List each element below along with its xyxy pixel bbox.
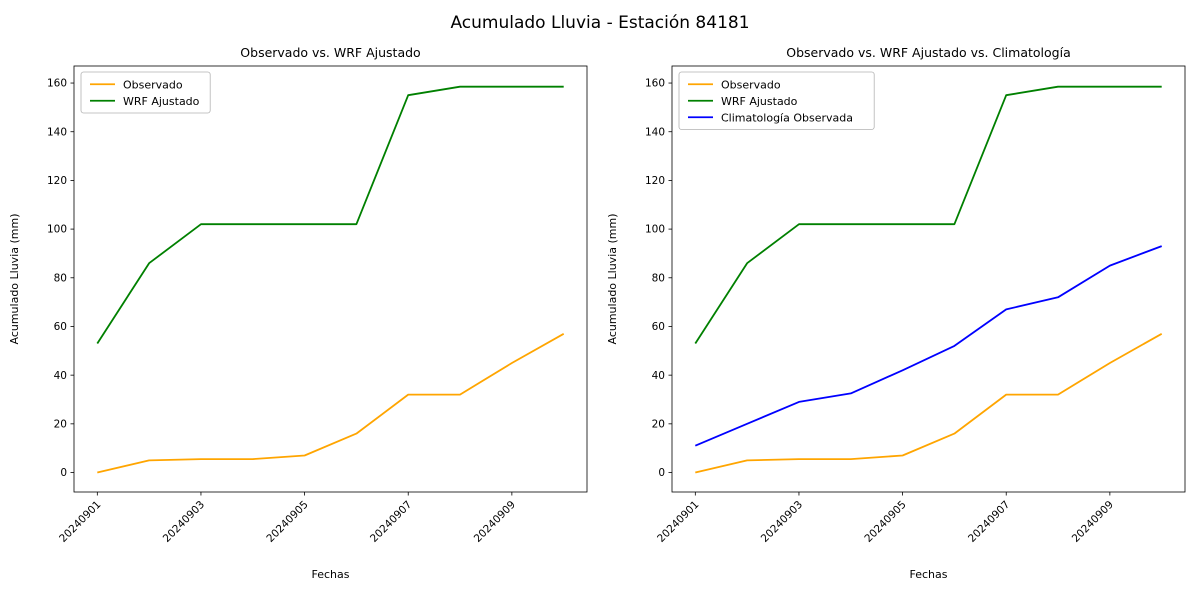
svg-text:40: 40 <box>652 370 665 382</box>
svg-text:140: 140 <box>645 126 665 138</box>
svg-text:Observado vs. WRF Ajustado: Observado vs. WRF Ajustado <box>240 45 420 60</box>
svg-text:80: 80 <box>652 272 665 284</box>
svg-text:WRF Ajustado: WRF Ajustado <box>721 95 798 108</box>
svg-text:100: 100 <box>645 224 665 236</box>
svg-text:20240903: 20240903 <box>759 499 805 545</box>
svg-text:20240901: 20240901 <box>655 499 701 545</box>
svg-text:100: 100 <box>47 224 67 236</box>
svg-text:20240901: 20240901 <box>57 499 103 545</box>
svg-text:60: 60 <box>54 321 67 333</box>
svg-text:20240903: 20240903 <box>161 499 207 545</box>
svg-text:20240907: 20240907 <box>966 499 1012 545</box>
svg-text:Acumulado Lluvia (mm): Acumulado Lluvia (mm) <box>8 213 21 344</box>
svg-text:120: 120 <box>47 175 67 187</box>
svg-text:120: 120 <box>645 175 665 187</box>
svg-text:40: 40 <box>54 370 67 382</box>
svg-text:160: 160 <box>645 78 665 90</box>
svg-text:20240905: 20240905 <box>264 499 310 545</box>
svg-text:160: 160 <box>47 78 67 90</box>
svg-text:Observado vs. WRF Ajustado vs.: Observado vs. WRF Ajustado vs. Climatolo… <box>786 45 1070 60</box>
svg-text:Observado: Observado <box>721 78 781 91</box>
svg-text:80: 80 <box>54 272 67 284</box>
svg-text:140: 140 <box>47 126 67 138</box>
svg-text:Observado: Observado <box>123 78 183 91</box>
svg-text:20240907: 20240907 <box>368 499 414 545</box>
svg-text:20240909: 20240909 <box>472 499 518 545</box>
chart-observado-vs-wrf-vs-climatologia: 0 20 40 60 80 100 120 140 160 20240901 20240903 202… <box>606 45 1186 581</box>
svg-text:20240909: 20240909 <box>1070 499 1116 545</box>
svg-text:60: 60 <box>652 321 665 333</box>
charts-row: 0 20 40 60 80 100 120 140 160 20240901 20240903 202… <box>2 40 1200 592</box>
svg-text:Fechas: Fechas <box>910 568 948 581</box>
svg-text:Climatología Observada: Climatología Observada <box>721 111 853 124</box>
svg-text:20: 20 <box>652 418 665 430</box>
svg-text:Fechas: Fechas <box>312 568 350 581</box>
figure-title: Acumulado Lluvia - Estación 84181 <box>450 13 750 33</box>
svg-text:Acumulado Lluvia (mm): Acumulado Lluvia (mm) <box>606 213 619 344</box>
svg-text:20: 20 <box>54 418 67 430</box>
svg-text:0: 0 <box>658 467 665 479</box>
svg-text:0: 0 <box>60 467 67 479</box>
chart-observado-vs-wrf: 0 20 40 60 80 100 120 140 160 20240901 20240903 202… <box>8 45 588 581</box>
svg-text:WRF Ajustado: WRF Ajustado <box>123 95 200 108</box>
svg-text:20240905: 20240905 <box>862 499 908 545</box>
